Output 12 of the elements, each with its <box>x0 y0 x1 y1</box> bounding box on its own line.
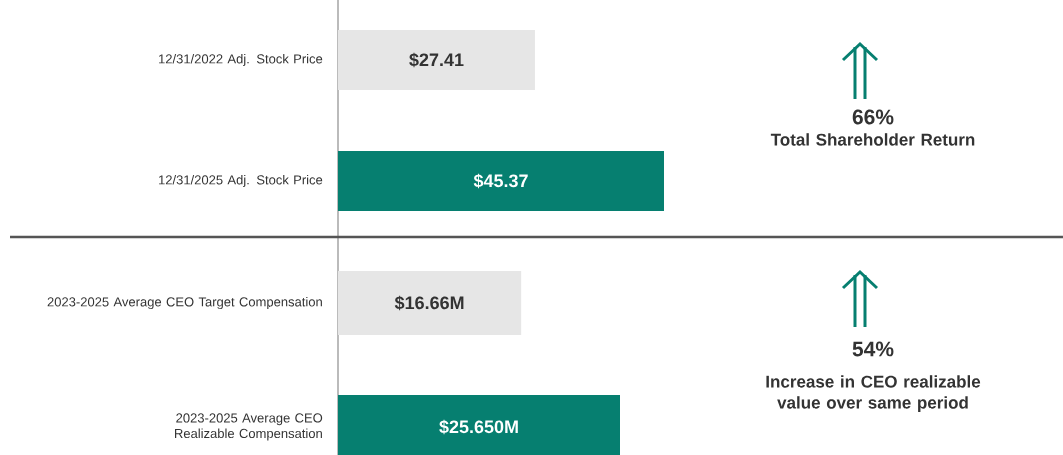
text: Total Shareholder Return <box>770 133 975 146</box>
data-label: $45.37 <box>473 173 528 189</box>
y-tick-label: 12/31/2022 Adj. Stock Price <box>159 53 323 67</box>
y-tick-label: 2023-2025 Average CEO Realizable Compensation <box>175 413 323 441</box>
text: Increase in CEO realizable value over same period <box>766 375 981 413</box>
text: 66% <box>852 109 894 125</box>
data-label: $16.66M <box>394 295 464 311</box>
text: 54% <box>852 341 894 357</box>
y-tick-label: 12/31/2025 Adj. Stock Price <box>159 174 323 188</box>
data-label: $27.41 <box>409 52 464 68</box>
data-label: $25.650M <box>439 419 518 435</box>
y-tick-label: 2023-2025 Average CEO Target Compensation <box>47 296 322 310</box>
